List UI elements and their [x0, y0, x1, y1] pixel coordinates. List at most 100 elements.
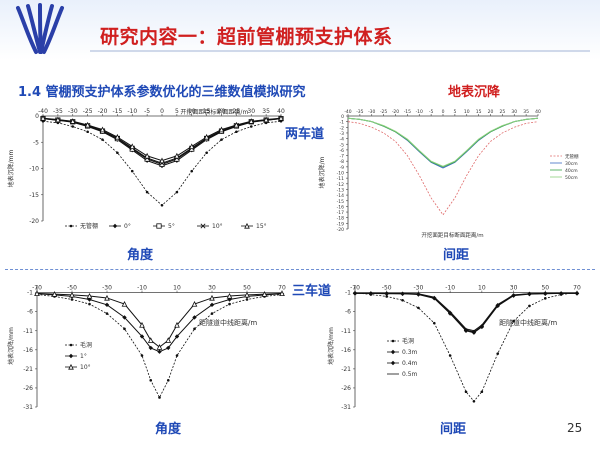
x-tick-label: -50: [382, 285, 392, 292]
data-point: [139, 334, 145, 339]
data-point: [160, 203, 164, 207]
chart-two-lane-angle: 0 -5 -10 -15 -20 -40 -35 -30 -25 -20 -15 -10 -5 0 5 10 1…: [7, 108, 285, 230]
data-point: [166, 379, 170, 382]
data-point: [114, 133, 121, 140]
data-point: [86, 130, 89, 134]
y-tick-label: -26: [23, 385, 33, 392]
y-tick-label: -6: [345, 309, 351, 316]
y-tick-label: -31: [341, 404, 351, 411]
x-tick-label: 15: [476, 109, 482, 115]
data-point: [174, 334, 180, 339]
data-point: [205, 151, 208, 155]
data-point: [104, 294, 110, 301]
spacing-label-top: 间距: [443, 248, 470, 263]
legend-label: 毛洞: [402, 337, 414, 345]
y-tick-label: -16: [23, 347, 33, 354]
x-tick-label: -70: [32, 285, 42, 292]
y-tick-label: -31: [23, 404, 33, 411]
data-point: [463, 327, 469, 333]
x-tick-label: 5: [175, 108, 179, 115]
y-tick-label: -15: [337, 199, 344, 205]
x-tick-label: -30: [102, 285, 112, 292]
x-axis-label: 开挖面距目标断面距离/m: [180, 108, 248, 116]
data-point: [156, 344, 163, 350]
y-tick-label: -17: [337, 210, 344, 216]
data-point: [220, 138, 223, 141]
x-tick-label: 30: [510, 285, 518, 292]
y-tick-label: -1: [340, 120, 345, 126]
y-tick-label: -13: [337, 187, 344, 193]
series-line: [347, 121, 539, 216]
data-point: [279, 290, 285, 296]
data-point: [140, 354, 144, 357]
x-tick-label: -5: [429, 109, 434, 115]
data-point: [70, 298, 74, 301]
series-line: [354, 292, 578, 402]
data-point: [105, 312, 109, 315]
data-point: [174, 321, 180, 328]
data-point: [69, 343, 73, 347]
x-tick-label: -30: [414, 285, 424, 292]
three-lane-label: 三车道: [292, 284, 332, 299]
x-tick-label: 35: [523, 109, 529, 115]
y-tick-label: -11: [23, 328, 33, 335]
legend-label: 30cm: [565, 161, 578, 167]
data-point: [149, 379, 153, 382]
x-axis-label: 距隧道中线距离/m: [499, 318, 557, 327]
data-point: [121, 300, 128, 307]
x-tick-label: -30: [368, 109, 375, 115]
data-point: [51, 291, 58, 297]
section-subtitle: 1.4 管棚预支护体系参数优化的三维数值模拟研究: [18, 85, 306, 100]
legend-label: 毛洞: [80, 341, 92, 349]
data-point: [34, 290, 40, 296]
data-point: [249, 125, 253, 128]
x-tick-label: -15: [404, 109, 411, 115]
y-tick-label: -5: [33, 139, 39, 146]
y-tick-label: -20: [337, 227, 344, 233]
legend-label: 0.4m: [402, 360, 418, 367]
x-tick-label: 10: [173, 285, 181, 292]
x-tick-label: -50: [67, 285, 77, 292]
data-point: [263, 116, 269, 123]
data-point: [261, 291, 268, 297]
x-tick-label: 0: [160, 108, 164, 115]
x-tick-label: 70: [573, 285, 581, 292]
data-point: [233, 121, 240, 128]
y-axis-label: 地表沉降/mm: [327, 327, 335, 365]
x-tick-label: -10: [445, 285, 455, 292]
data-point: [193, 327, 196, 331]
y-tick-label: -21: [23, 366, 33, 373]
x-tick-label: -10: [416, 109, 423, 115]
x-tick-label: 10: [464, 109, 470, 115]
x-tick-label: -10: [137, 285, 147, 292]
legend-label: 0.5m: [402, 371, 418, 378]
y-tick-label: -5: [340, 142, 345, 148]
y-tick-label: -2: [340, 125, 345, 131]
data-point: [156, 223, 162, 229]
legend-label: 40cm: [565, 168, 578, 174]
data-point: [209, 302, 215, 308]
data-point: [129, 143, 136, 150]
data-point: [203, 133, 210, 140]
data-point: [69, 291, 75, 298]
data-point: [84, 121, 91, 128]
legend-label: 50cm: [565, 175, 578, 181]
y-tick-label: -7: [340, 154, 345, 160]
data-point: [390, 360, 396, 366]
data-point: [101, 138, 104, 141]
data-point: [175, 354, 179, 357]
legend-label: 无管棚: [565, 153, 579, 160]
data-point: [71, 125, 75, 128]
legend-label: 5°: [168, 223, 175, 230]
x-tick-label: 30: [247, 108, 255, 115]
y-tick-label: -6: [27, 309, 33, 316]
data-point: [175, 190, 179, 194]
data-point: [227, 297, 232, 302]
y-tick-label: -16: [337, 204, 344, 210]
x-tick-label: -25: [83, 108, 93, 115]
data-point: [69, 224, 73, 228]
university-logo-icon: [16, 3, 64, 54]
y-tick-label: -19: [337, 221, 344, 227]
x-tick-label: -5: [144, 108, 150, 115]
y-tick-label: -10: [337, 171, 344, 177]
